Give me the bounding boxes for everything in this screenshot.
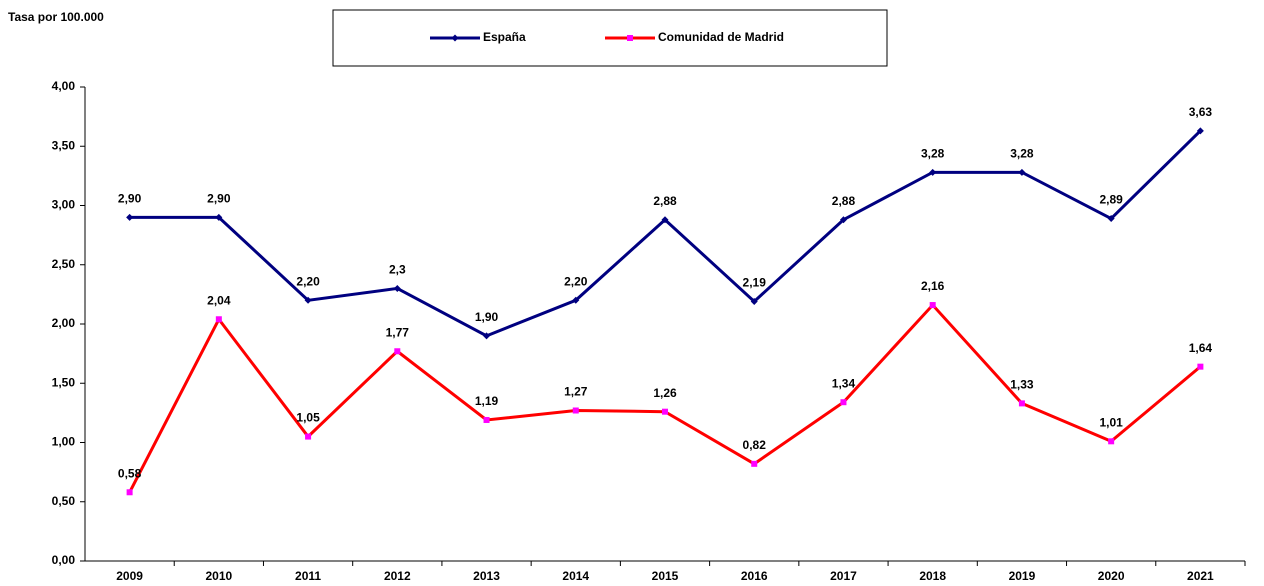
legend-marker xyxy=(627,35,633,41)
y-tick-label: 3,00 xyxy=(52,198,76,212)
marker xyxy=(572,407,579,414)
marker xyxy=(483,416,490,423)
x-tick-label: 2021 xyxy=(1187,569,1214,583)
y-tick-label: 2,00 xyxy=(52,316,76,330)
marker xyxy=(393,284,401,292)
marker xyxy=(1196,127,1204,135)
chart-title: Tasa por 100.000 xyxy=(8,10,104,24)
marker xyxy=(751,460,758,467)
x-tick-label: 2014 xyxy=(562,569,589,583)
data-label: 2,19 xyxy=(743,276,767,290)
marker xyxy=(840,399,847,406)
marker xyxy=(215,213,223,221)
y-tick-label: 3,50 xyxy=(52,138,76,152)
data-label: 1,90 xyxy=(475,310,499,324)
marker xyxy=(483,332,491,340)
y-tick-label: 4,00 xyxy=(52,79,76,93)
x-tick-label: 2016 xyxy=(741,569,768,583)
data-label: 0,82 xyxy=(743,438,767,452)
marker xyxy=(572,296,580,304)
y-tick-label: 0,00 xyxy=(52,553,76,567)
y-tick-label: 0,50 xyxy=(52,494,76,508)
x-tick-label: 2009 xyxy=(116,569,143,583)
marker xyxy=(839,216,847,224)
legend-label: España xyxy=(483,30,526,44)
data-label: 2,90 xyxy=(118,192,142,206)
x-tick-label: 2012 xyxy=(384,569,411,583)
marker xyxy=(304,296,312,304)
x-tick-label: 2011 xyxy=(295,569,321,583)
data-label: 1,64 xyxy=(1189,341,1213,355)
data-label: 2,20 xyxy=(564,274,588,288)
y-tick-label: 1,00 xyxy=(52,435,76,449)
marker xyxy=(215,316,222,323)
y-tick-label: 2,50 xyxy=(52,257,76,271)
x-tick-label: 2010 xyxy=(205,569,232,583)
data-label: 1,34 xyxy=(832,376,856,390)
marker xyxy=(394,348,401,355)
marker xyxy=(929,168,937,176)
data-label: 1,05 xyxy=(296,411,320,425)
x-tick-label: 2013 xyxy=(473,569,500,583)
data-label: 2,89 xyxy=(1099,193,1123,207)
x-tick-label: 2015 xyxy=(652,569,679,583)
data-label: 1,19 xyxy=(475,394,499,408)
x-tick-label: 2019 xyxy=(1009,569,1036,583)
marker xyxy=(1018,168,1026,176)
marker xyxy=(661,216,669,224)
marker xyxy=(126,213,134,221)
marker xyxy=(1107,215,1115,223)
legend-label: Comunidad de Madrid xyxy=(658,30,784,44)
marker xyxy=(750,297,758,305)
marker xyxy=(126,489,133,496)
data-label: 2,90 xyxy=(207,192,231,206)
data-label: 1,26 xyxy=(653,386,677,400)
data-label: 3,28 xyxy=(1010,146,1034,160)
data-label: 2,04 xyxy=(207,293,231,307)
x-tick-label: 2018 xyxy=(919,569,946,583)
data-label: 3,63 xyxy=(1189,105,1213,119)
series-line xyxy=(129,129,1202,338)
data-label: 2,3 xyxy=(389,263,406,277)
data-label: 0,58 xyxy=(118,466,142,480)
marker xyxy=(1197,363,1204,370)
marker xyxy=(1018,400,1025,407)
marker xyxy=(1108,438,1115,445)
data-label: 1,33 xyxy=(1010,378,1034,392)
y-tick-label: 1,50 xyxy=(52,375,76,389)
marker xyxy=(305,433,312,440)
legend-marker xyxy=(451,34,459,42)
data-label: 3,28 xyxy=(921,146,945,160)
data-label: 2,20 xyxy=(296,274,320,288)
data-label: 1,01 xyxy=(1099,415,1123,429)
data-label: 2,16 xyxy=(921,279,945,293)
data-label: 2,88 xyxy=(832,194,856,208)
x-tick-label: 2020 xyxy=(1098,569,1125,583)
data-label: 1,27 xyxy=(564,385,588,399)
marker xyxy=(929,302,936,309)
marker xyxy=(662,408,668,415)
data-label: 1,77 xyxy=(386,325,410,339)
data-label: 2,88 xyxy=(653,194,677,208)
x-tick-label: 2017 xyxy=(830,569,857,583)
